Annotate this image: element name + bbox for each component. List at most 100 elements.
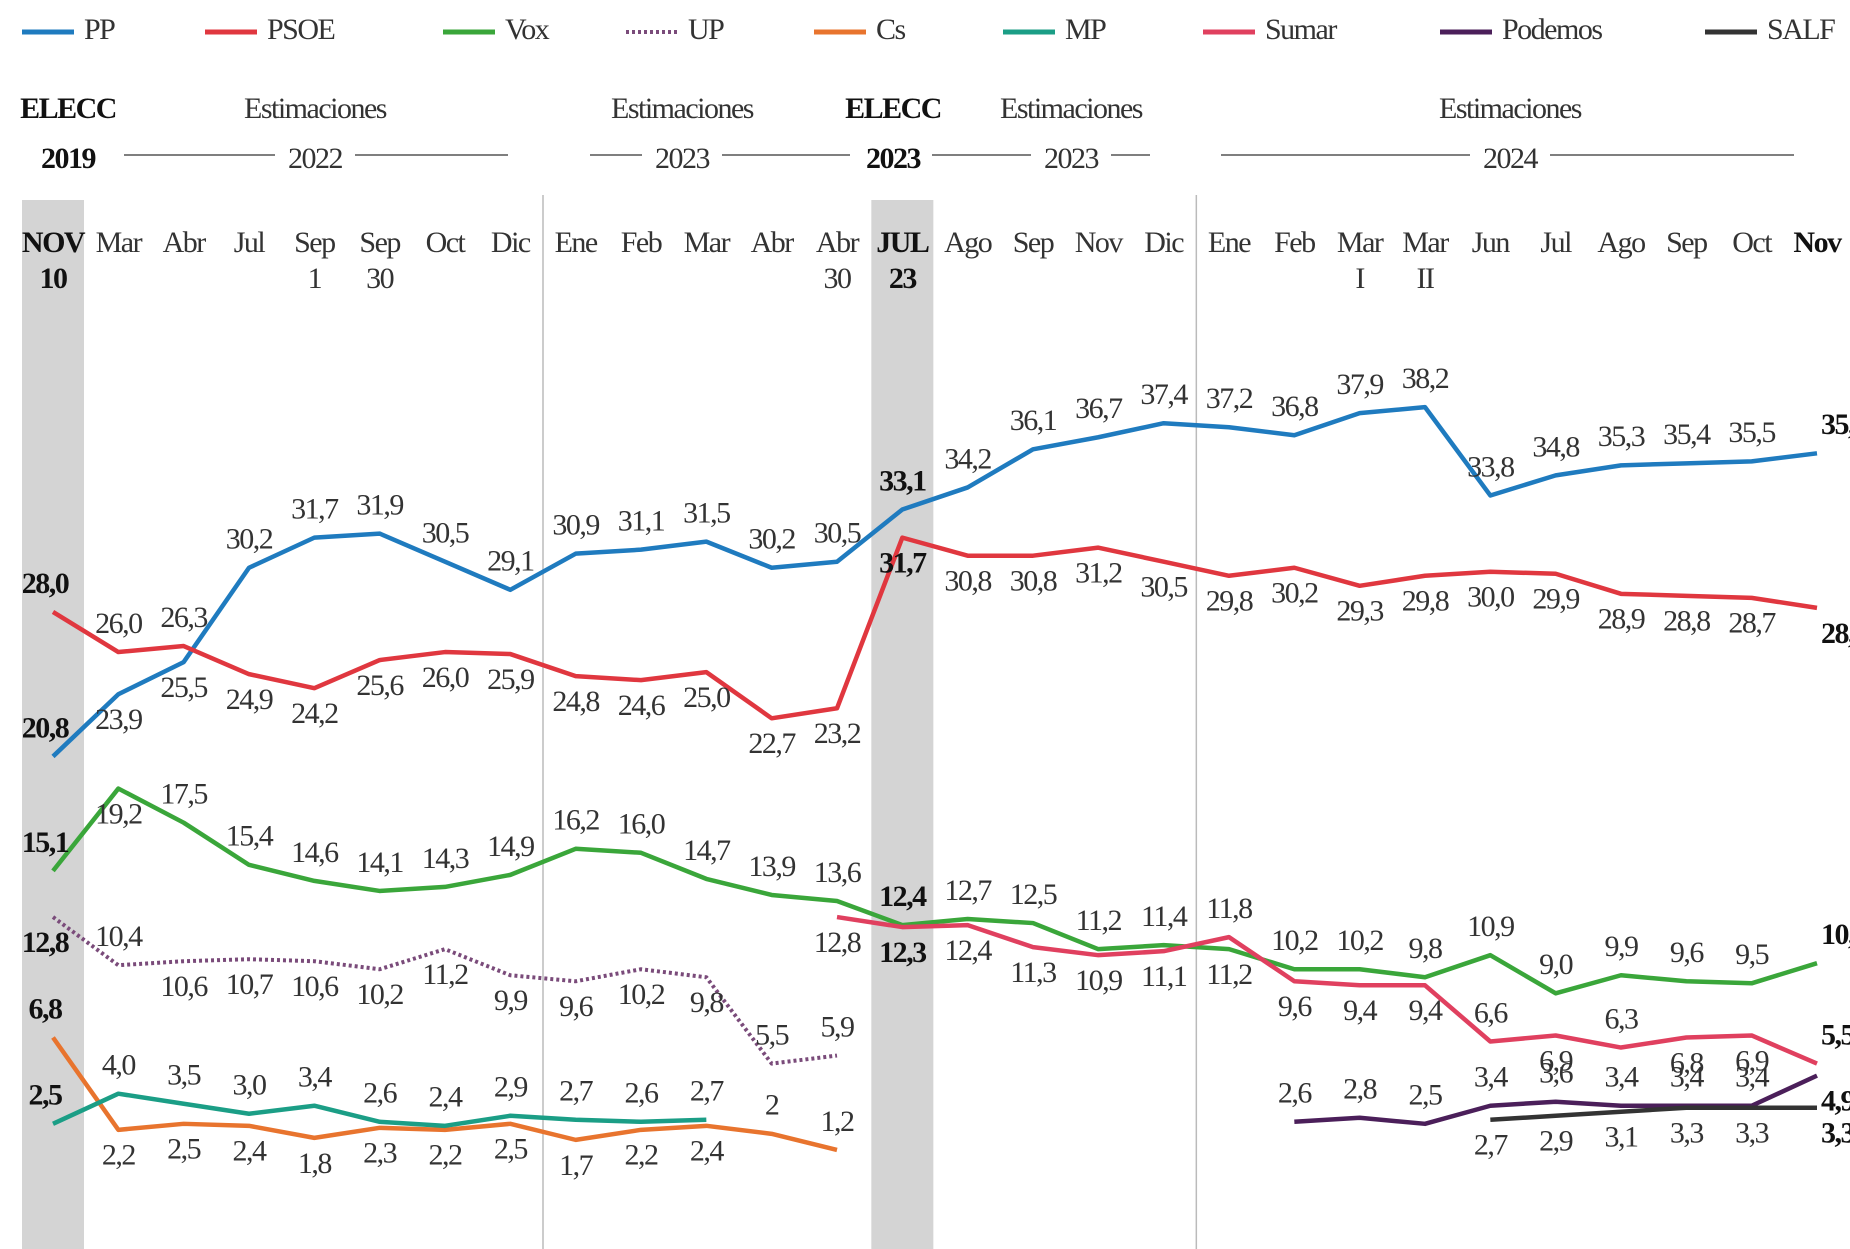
legend-label: UP	[688, 13, 724, 46]
data-label: 10,2	[618, 978, 665, 1011]
period-year: 2023	[866, 142, 921, 175]
data-label: 29,1	[487, 545, 534, 578]
data-label: 2,2	[102, 1139, 136, 1172]
data-label: 5,5	[755, 1018, 789, 1051]
period-year: 2022	[288, 142, 343, 175]
data-label: 30,2	[226, 523, 273, 556]
period-label: Estimaciones	[611, 92, 754, 125]
legend-label: MP	[1065, 13, 1106, 46]
data-label: 6,9	[1539, 1044, 1573, 1077]
data-label: 9,8	[1409, 932, 1443, 965]
data-label: 3,3	[1821, 1117, 1850, 1150]
data-label: 9,9	[1605, 930, 1639, 963]
data-label: 36,1	[1010, 404, 1057, 437]
legend-label: PSOE	[267, 13, 335, 46]
data-label: 24,2	[291, 697, 338, 730]
data-label: 30,2	[748, 523, 795, 556]
data-label: 14,3	[422, 842, 469, 875]
data-label: 31,5	[683, 497, 730, 530]
data-label: 29,3	[1336, 595, 1383, 628]
data-label: 11,2	[1206, 958, 1252, 991]
data-label: 23,9	[95, 703, 142, 736]
election-band	[22, 200, 84, 1249]
period-year: 2023	[655, 142, 710, 175]
data-label: 31,9	[356, 488, 403, 521]
data-label: 12,3	[879, 936, 926, 969]
data-label: 9,5	[1735, 938, 1769, 971]
data-label: 28,0	[22, 567, 69, 600]
data-label: 10,9	[1075, 964, 1122, 997]
data-label: 22,7	[748, 727, 796, 760]
data-label: 9,6	[1278, 990, 1313, 1023]
x-tick-label: Oct	[1732, 226, 1773, 259]
data-label: 29,9	[1532, 583, 1579, 616]
data-label: 16,0	[618, 808, 665, 841]
data-label: 6,8	[29, 992, 63, 1025]
data-label: 30,5	[814, 517, 861, 550]
data-label: 2,6	[363, 1077, 398, 1110]
data-label: 28,7	[1728, 607, 1776, 640]
x-tick-label: Sep	[1666, 226, 1707, 259]
data-label: 28,8	[1663, 605, 1710, 638]
data-label: 12,5	[1010, 878, 1057, 911]
x-tick-label: Mar	[684, 226, 731, 259]
data-label: 30,5	[1140, 571, 1187, 604]
data-label: 26,3	[160, 601, 207, 634]
x-tick-label: Dic	[491, 226, 531, 259]
series-line	[836, 914, 1818, 1066]
x-tick-label: Feb	[1274, 226, 1315, 259]
legend-label: Podemos	[1502, 13, 1602, 46]
data-label: 2,8	[1343, 1073, 1377, 1106]
data-label: 14,9	[487, 830, 534, 863]
data-label: 17,5	[160, 778, 207, 811]
data-label: 9,6	[559, 990, 594, 1023]
data-label: 35,5	[1728, 416, 1775, 449]
data-label: 6,8	[1670, 1046, 1704, 1079]
legend-label: Cs	[876, 13, 906, 46]
data-label: 2,4	[690, 1135, 725, 1168]
data-label: 26,0	[422, 661, 469, 694]
x-tick-label: Abr	[163, 226, 207, 259]
x-tick-label: Ago	[944, 226, 992, 259]
data-label: 2,4	[233, 1135, 268, 1168]
legend-label: Vox	[505, 13, 550, 46]
data-label: 24,6	[618, 689, 666, 722]
data-label: 3,3	[1670, 1117, 1704, 1150]
series-line	[51, 915, 838, 1066]
x-tick-label: Abr	[751, 226, 795, 259]
data-label: 12,4	[879, 880, 927, 913]
data-label: 35,3	[1598, 420, 1645, 453]
data-label: 11,1	[1141, 960, 1187, 993]
data-label: 14,1	[356, 846, 403, 879]
x-tick-label: Mar I	[1337, 226, 1384, 295]
data-label: 10,9	[1467, 910, 1514, 943]
data-label: 31,1	[618, 505, 665, 538]
data-label: 4,9	[1821, 1085, 1850, 1118]
data-label: 36,7	[1075, 392, 1123, 425]
data-label: 9,8	[690, 986, 724, 1019]
data-label: 9,0	[1539, 948, 1573, 981]
election-band	[871, 200, 934, 1249]
data-label: 26,0	[95, 607, 142, 640]
data-label: 10,4	[95, 920, 143, 953]
x-tick-label: Nov	[1793, 226, 1842, 259]
background-layer	[22, 195, 1198, 1249]
data-label: 11,4	[1141, 900, 1188, 933]
data-label: 2	[765, 1089, 779, 1122]
x-tick-label: Sep 1	[294, 226, 335, 295]
x-tick-label: JUL 23	[876, 226, 929, 295]
data-label: 25,6	[356, 669, 404, 702]
data-label: 2,6	[625, 1077, 660, 1110]
data-label: 15,1	[22, 826, 69, 859]
data-label: 6,9	[1735, 1044, 1769, 1077]
data-label: 10,2	[1271, 924, 1318, 957]
data-label: 19,2	[95, 797, 142, 830]
x-tick-label: Ene	[1208, 226, 1251, 259]
x-tick-label: Mar II	[1402, 226, 1449, 295]
data-label: 14,6	[291, 836, 339, 869]
x-tick-label: NOV 10	[22, 226, 86, 295]
data-label: 12,8	[814, 926, 861, 959]
data-label: 2,2	[429, 1139, 463, 1172]
x-tick-label: Ago	[1597, 226, 1645, 259]
series-line	[51, 786, 1818, 996]
